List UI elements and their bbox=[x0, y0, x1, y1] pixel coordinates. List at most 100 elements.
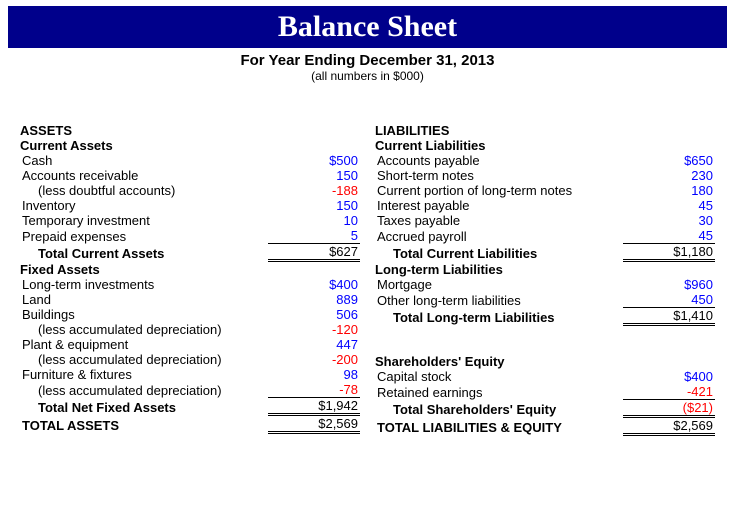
table-row: Capital stock$400 bbox=[375, 369, 715, 384]
row-label: Inventory bbox=[20, 198, 268, 213]
row-value: 180 bbox=[623, 183, 715, 198]
row-value: 10 bbox=[268, 213, 360, 228]
table-row: TOTAL ASSETS$2,569 bbox=[20, 415, 360, 433]
row-label: Plant & equipment bbox=[20, 337, 268, 352]
table-row: Taxes payable30 bbox=[375, 213, 715, 228]
row-label: Current portion of long-term notes bbox=[375, 183, 623, 198]
row-value: $627 bbox=[268, 244, 360, 261]
row-label: TOTAL LIABILITIES & EQUITY bbox=[375, 417, 623, 435]
table-row: Total Current Liabilities$1,180 bbox=[375, 244, 715, 261]
table-row: Cash$500 bbox=[20, 153, 360, 168]
row-value: 30 bbox=[623, 213, 715, 228]
fixed-assets-table: Long-term investments$400 Land889 Buildi… bbox=[20, 277, 360, 434]
row-value: $960 bbox=[623, 277, 715, 292]
row-value: 230 bbox=[623, 168, 715, 183]
table-row: Temporary investment10 bbox=[20, 213, 360, 228]
row-value: -200 bbox=[268, 352, 360, 367]
table-row: Retained earnings-421 bbox=[375, 384, 715, 400]
row-value: 98 bbox=[268, 367, 360, 382]
liabilities-heading: LIABILITIES bbox=[375, 123, 715, 138]
row-label: Accrued payroll bbox=[375, 228, 623, 244]
row-label: (less accumulated depreciation) bbox=[20, 382, 268, 398]
row-label: Retained earnings bbox=[375, 384, 623, 400]
table-row: Furniture & fixtures98 bbox=[20, 367, 360, 382]
row-label: (less accumulated depreciation) bbox=[20, 322, 268, 337]
page-title-bar: Balance Sheet bbox=[8, 6, 727, 48]
table-row: (less accumulated depreciation)-78 bbox=[20, 382, 360, 398]
page-note: (all numbers in $000) bbox=[0, 69, 735, 83]
row-label: Land bbox=[20, 292, 268, 307]
row-label: Accounts receivable bbox=[20, 168, 268, 183]
row-value: $1,180 bbox=[623, 244, 715, 261]
table-row: Total Long-term Liabilities$1,410 bbox=[375, 308, 715, 325]
table-row: Accrued payroll45 bbox=[375, 228, 715, 244]
row-label: TOTAL ASSETS bbox=[20, 415, 268, 433]
current-assets-heading: Current Assets bbox=[20, 138, 360, 153]
table-row: Plant & equipment447 bbox=[20, 337, 360, 352]
table-row: Land889 bbox=[20, 292, 360, 307]
page-title: Balance Sheet bbox=[278, 10, 457, 43]
row-value: 150 bbox=[268, 198, 360, 213]
assets-heading: ASSETS bbox=[20, 123, 360, 138]
row-label: Total Long-term Liabilities bbox=[375, 308, 623, 325]
page-subtitle: For Year Ending December 31, 2013 bbox=[0, 52, 735, 69]
row-label: Prepaid expenses bbox=[20, 228, 268, 244]
table-row: Accounts payable$650 bbox=[375, 153, 715, 168]
table-row: (less accumulated depreciation)-200 bbox=[20, 352, 360, 367]
current-liabilities-heading: Current Liabilities bbox=[375, 138, 715, 153]
row-value: 45 bbox=[623, 198, 715, 213]
row-value: $400 bbox=[623, 369, 715, 384]
row-label: Furniture & fixtures bbox=[20, 367, 268, 382]
row-value: $400 bbox=[268, 277, 360, 292]
table-row: Total Net Fixed Assets$1,942 bbox=[20, 398, 360, 415]
row-label: Capital stock bbox=[375, 369, 623, 384]
row-label: (less doubtful accounts) bbox=[20, 183, 268, 198]
row-value: 447 bbox=[268, 337, 360, 352]
row-value: 150 bbox=[268, 168, 360, 183]
table-row: Prepaid expenses5 bbox=[20, 228, 360, 244]
row-value: 506 bbox=[268, 307, 360, 322]
row-label: Temporary investment bbox=[20, 213, 268, 228]
equity-table: Capital stock$400 Retained earnings-421 … bbox=[375, 369, 715, 436]
row-label: Total Shareholders' Equity bbox=[375, 400, 623, 417]
row-label: Long-term investments bbox=[20, 277, 268, 292]
table-row: Total Shareholders' Equity($21) bbox=[375, 400, 715, 417]
row-value: $2,569 bbox=[268, 415, 360, 433]
spacer bbox=[375, 340, 715, 354]
row-value: 45 bbox=[623, 228, 715, 244]
row-label: Total Current Assets bbox=[20, 244, 268, 261]
table-row: Long-term investments$400 bbox=[20, 277, 360, 292]
table-row: TOTAL LIABILITIES & EQUITY$2,569 bbox=[375, 417, 715, 435]
table-row: Total Current Assets$627 bbox=[20, 244, 360, 261]
row-value: -78 bbox=[268, 382, 360, 398]
table-row: Accounts receivable150 bbox=[20, 168, 360, 183]
row-value: $2,569 bbox=[623, 417, 715, 435]
row-value: ($21) bbox=[623, 400, 715, 417]
table-row: (less accumulated depreciation)-120 bbox=[20, 322, 360, 337]
row-label: Cash bbox=[20, 153, 268, 168]
row-label: Short-term notes bbox=[375, 168, 623, 183]
row-label: Total Current Liabilities bbox=[375, 244, 623, 261]
row-value: 889 bbox=[268, 292, 360, 307]
table-row: Inventory150 bbox=[20, 198, 360, 213]
row-label: (less accumulated depreciation) bbox=[20, 352, 268, 367]
row-value: 450 bbox=[623, 292, 715, 308]
current-liabilities-table: Accounts payable$650 Short-term notes230… bbox=[375, 153, 715, 262]
row-label: Mortgage bbox=[375, 277, 623, 292]
row-label: Interest payable bbox=[375, 198, 623, 213]
table-row: Interest payable45 bbox=[375, 198, 715, 213]
row-label: Total Net Fixed Assets bbox=[20, 398, 268, 415]
fixed-assets-heading: Fixed Assets bbox=[20, 262, 360, 277]
spacer bbox=[375, 326, 715, 340]
table-row: Buildings506 bbox=[20, 307, 360, 322]
table-row: Short-term notes230 bbox=[375, 168, 715, 183]
balance-columns: ASSETS Current Assets Cash$500 Accounts … bbox=[0, 123, 735, 446]
table-row: Other long-term liabilities450 bbox=[375, 292, 715, 308]
row-value: $1,410 bbox=[623, 308, 715, 325]
table-row: Current portion of long-term notes180 bbox=[375, 183, 715, 198]
row-label: Other long-term liabilities bbox=[375, 292, 623, 308]
row-value: -188 bbox=[268, 183, 360, 198]
row-value: $1,942 bbox=[268, 398, 360, 415]
row-value: -421 bbox=[623, 384, 715, 400]
table-row: (less doubtful accounts)-188 bbox=[20, 183, 360, 198]
